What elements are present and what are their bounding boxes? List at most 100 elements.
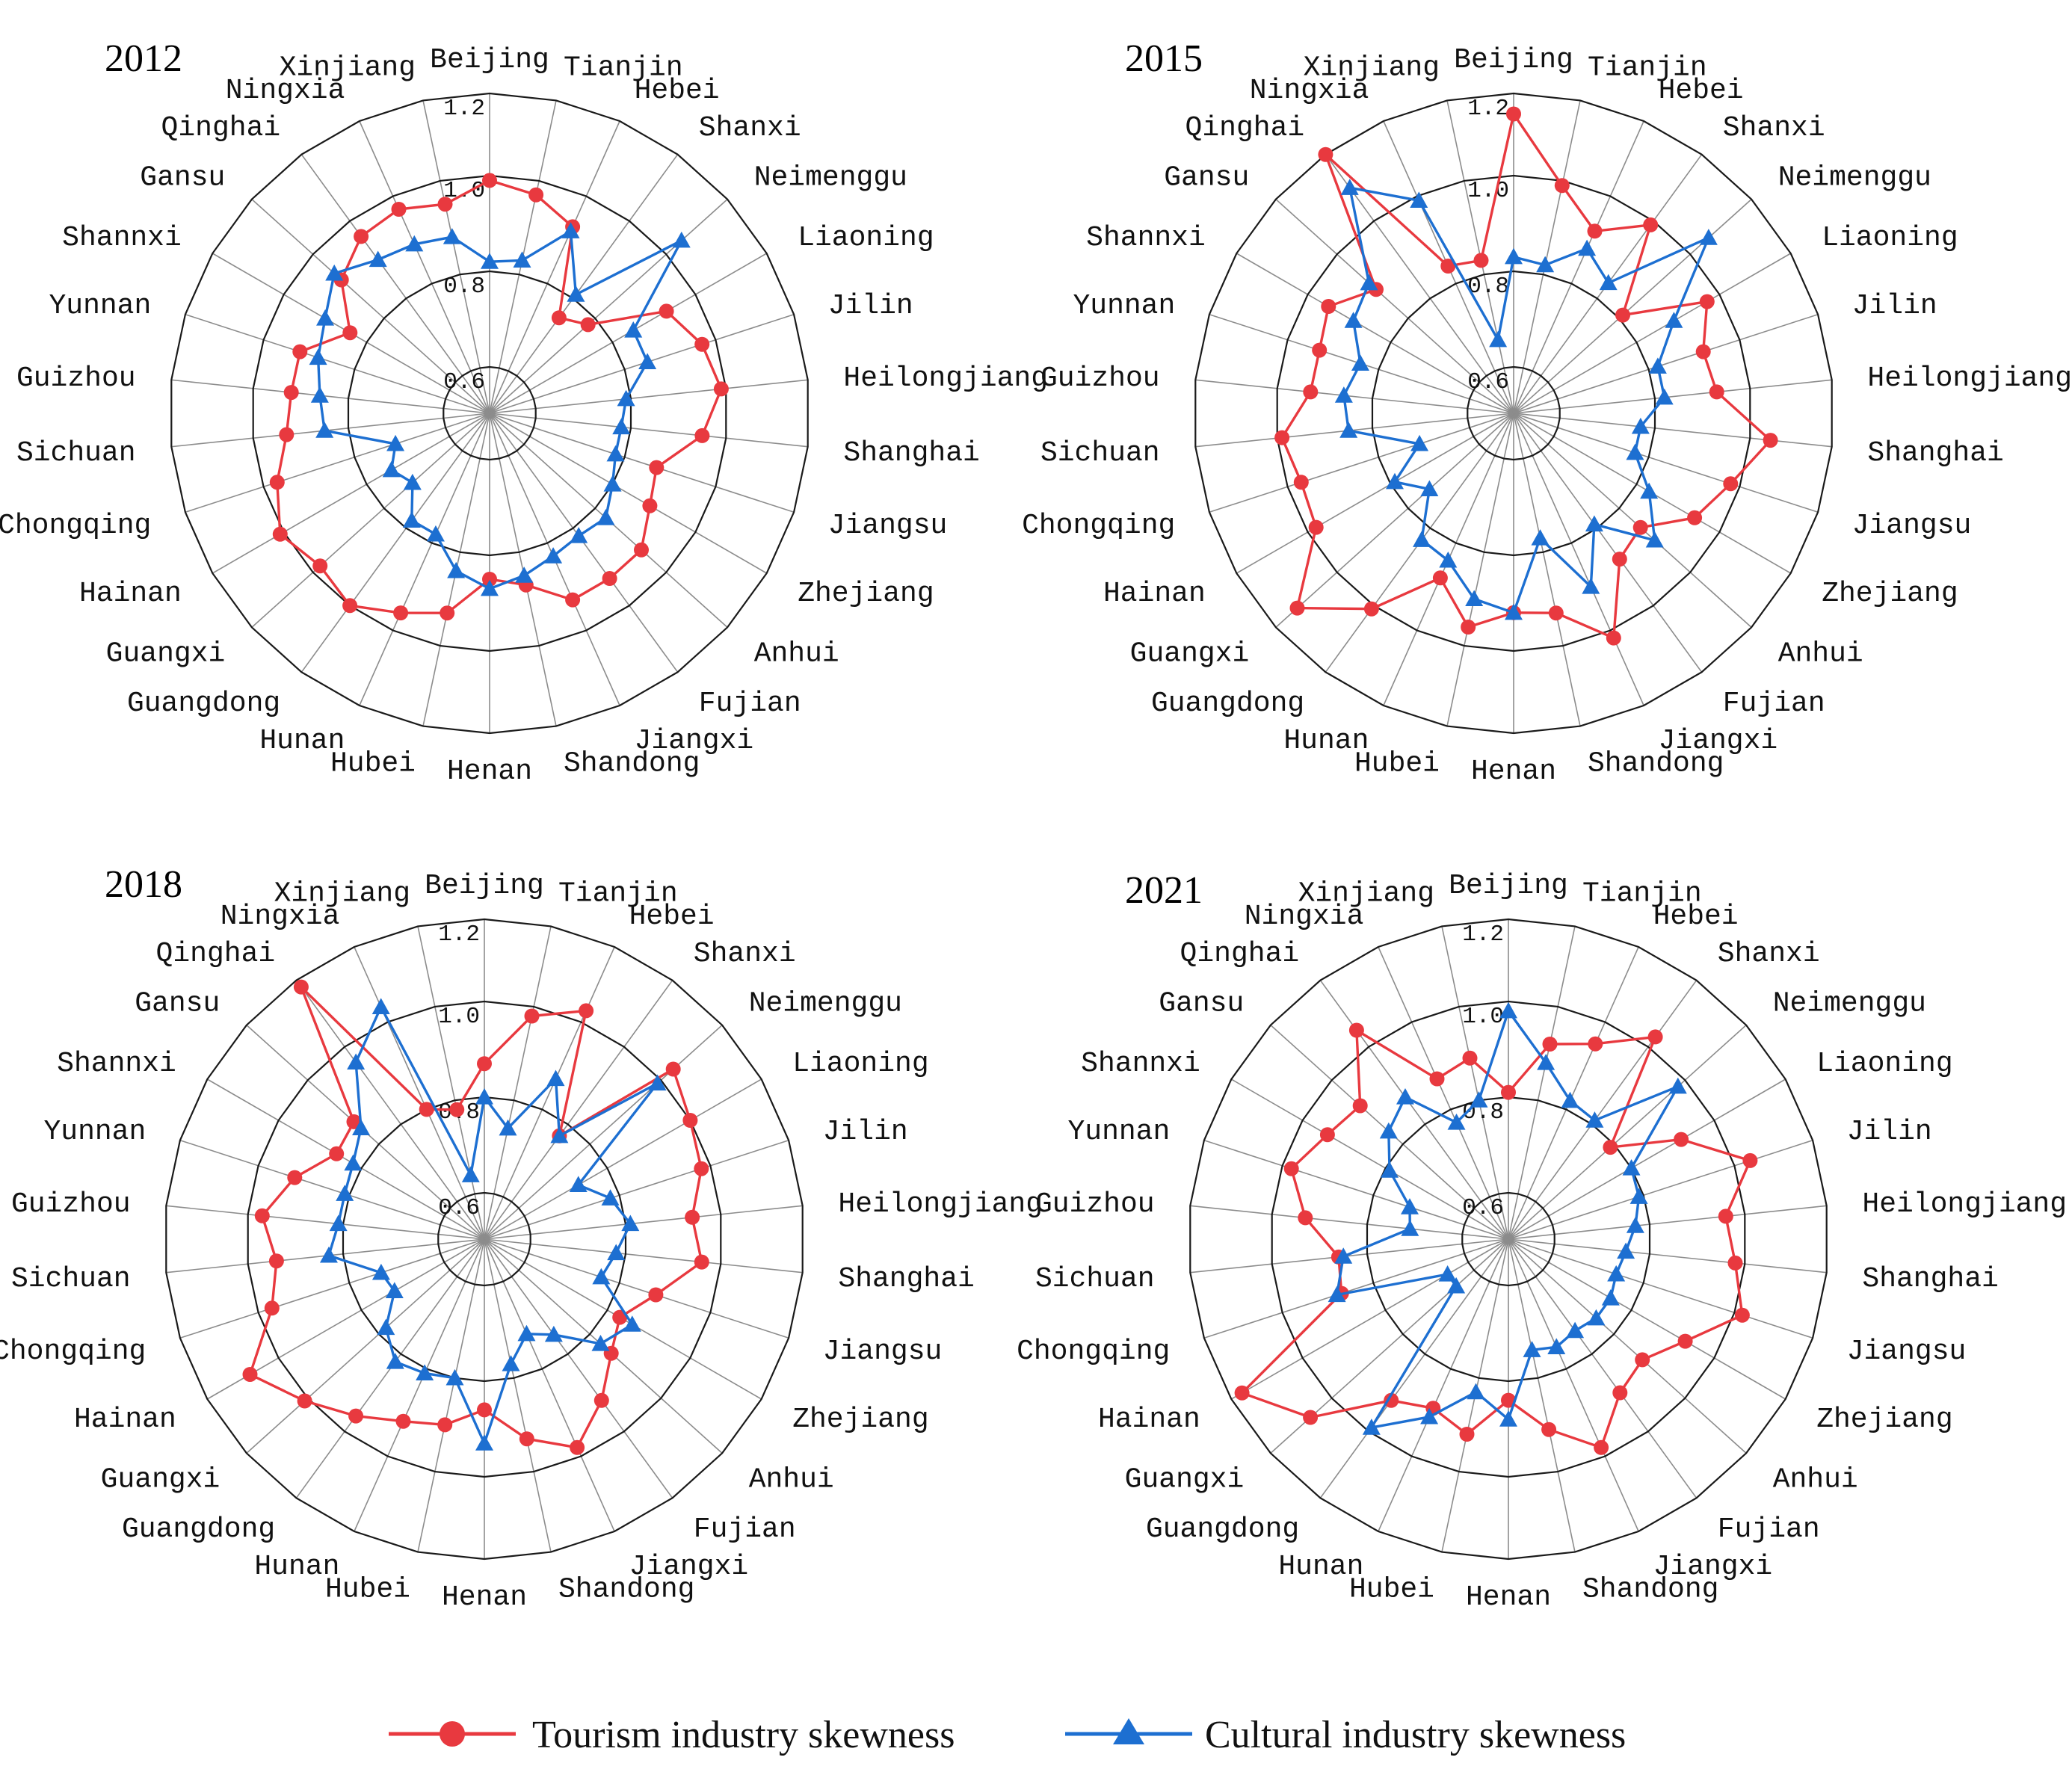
data-point-tourism — [1289, 600, 1305, 616]
spoke — [359, 413, 490, 706]
category-label: Jilin — [823, 1116, 908, 1148]
data-point-tourism — [1723, 476, 1739, 492]
data-point-tourism — [1718, 1209, 1733, 1224]
category-label: Jiangsu — [828, 510, 948, 542]
data-point-tourism — [665, 1061, 681, 1077]
legend-cultural-marker — [1113, 1718, 1144, 1744]
category-label: Fujian — [1723, 688, 1825, 720]
category-label: Beijing — [425, 870, 544, 902]
category-label: Hubei — [330, 748, 416, 780]
data-point-cultural — [1626, 1217, 1644, 1233]
data-point-tourism — [1594, 1439, 1609, 1455]
chart-title: 2021 — [1125, 869, 1203, 912]
spoke — [484, 1238, 789, 1339]
data-point-tourism — [1709, 384, 1724, 400]
category-label: Shanghai — [843, 437, 979, 469]
data-point-cultural — [1380, 1161, 1399, 1178]
data-point-cultural — [481, 253, 499, 269]
data-point-cultural — [352, 1119, 371, 1136]
data-point-cultural — [601, 1189, 620, 1206]
category-label: Gansu — [135, 988, 220, 1020]
data-point-cultural — [377, 1318, 395, 1336]
grid-ring-1-2 — [1189, 918, 1828, 1561]
series-cultural — [1328, 1001, 1687, 1435]
data-point-tourism — [1674, 1132, 1689, 1147]
spoke — [300, 413, 490, 673]
category-label: Guizhou — [1035, 1188, 1155, 1220]
spoke — [1513, 313, 1819, 414]
spoke — [1325, 154, 1514, 414]
data-point-cultural — [606, 445, 625, 462]
spoke — [1513, 413, 1644, 706]
grid-ring-1-2 — [170, 92, 809, 735]
data-point-cultural — [1607, 1265, 1626, 1282]
spoke — [1508, 926, 1576, 1240]
spoke — [1203, 1139, 1509, 1240]
category-label: Sichuan — [1035, 1263, 1155, 1295]
category-label: Xinjiang — [274, 877, 410, 910]
data-point-tourism — [477, 1056, 492, 1072]
tick-label: 0.6 — [1467, 369, 1509, 395]
data-point-cultural — [1523, 1341, 1541, 1357]
tick-label: 1.0 — [438, 1004, 480, 1030]
category-label: Ningxia — [226, 75, 345, 107]
data-point-tourism — [1615, 307, 1630, 323]
legend-tourism-label: Tourism industry skewness — [532, 1714, 955, 1756]
data-point-tourism — [1319, 1127, 1335, 1143]
data-point-cultural — [1334, 386, 1353, 403]
spoke — [489, 120, 620, 414]
data-point-cultural — [1629, 1188, 1648, 1204]
grid-ring-1-0 — [1276, 174, 1751, 652]
data-point-cultural — [344, 1154, 363, 1171]
data-point-cultural — [672, 231, 691, 248]
category-label: Heilongjiang — [1862, 1188, 2067, 1220]
data-point-cultural — [461, 1166, 480, 1182]
data-point-tourism — [685, 1209, 700, 1225]
data-point-tourism — [449, 1102, 465, 1117]
grid-ring-0-6 — [1467, 365, 1561, 461]
data-point-tourism — [1603, 1140, 1618, 1155]
chart-title: 2018 — [105, 863, 182, 906]
category-label: Jiangxi — [635, 725, 754, 757]
data-point-cultural — [1599, 274, 1618, 291]
data-point-tourism — [1541, 1422, 1557, 1437]
spoke — [1275, 413, 1514, 628]
category-label: Gansu — [1159, 988, 1244, 1020]
data-point-tourism — [1699, 294, 1715, 309]
series-line-cultural — [1342, 186, 1710, 614]
data-point-cultural — [1587, 1309, 1606, 1326]
data-point-tourism — [395, 1413, 411, 1429]
spoke — [1195, 413, 1514, 448]
data-point-cultural — [1626, 443, 1644, 460]
data-point-tourism — [292, 344, 308, 359]
data-point-tourism — [1293, 475, 1309, 490]
category-label: Shandong — [564, 748, 700, 780]
data-point-cultural — [1561, 1091, 1579, 1108]
category-label: Guizhou — [11, 1188, 131, 1220]
spokes — [166, 919, 803, 1559]
category-label: Liaoning — [1822, 222, 1958, 254]
data-point-cultural — [1470, 1091, 1488, 1108]
data-point-cultural — [1499, 1410, 1517, 1427]
series-line-tourism — [276, 179, 723, 614]
data-point-cultural — [1467, 1383, 1485, 1400]
spoke — [1513, 413, 1752, 628]
category-label: Tianjin — [564, 52, 683, 84]
data-point-cultural — [1648, 357, 1667, 374]
category-label: Hunan — [1278, 1551, 1363, 1583]
category-label: Ningxia — [1250, 75, 1369, 107]
spoke — [1513, 379, 1832, 414]
data-point-tourism — [694, 1254, 709, 1270]
spoke — [1236, 413, 1514, 574]
series-cultural — [1334, 179, 1718, 620]
data-point-tourism — [287, 1170, 303, 1185]
spoke — [206, 1078, 485, 1240]
data-point-cultural — [569, 1176, 588, 1192]
spoke — [1508, 1078, 1786, 1240]
data-point-tourism — [1506, 106, 1521, 122]
data-point-cultural — [325, 264, 344, 281]
data-point-tourism — [580, 317, 596, 333]
spoke — [179, 1139, 485, 1240]
data-point-tourism — [612, 1309, 628, 1325]
category-label: Shandong — [1588, 748, 1724, 780]
